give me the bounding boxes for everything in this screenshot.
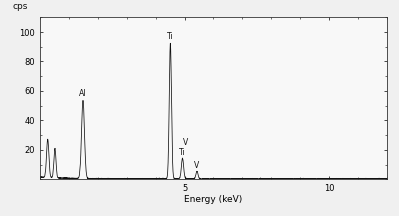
Text: Al: Al [79, 89, 87, 98]
Text: V: V [184, 138, 189, 147]
Text: V: V [194, 161, 200, 170]
Text: Ti: Ti [167, 32, 174, 41]
Text: cps: cps [12, 2, 28, 11]
X-axis label: Energy (keV): Energy (keV) [184, 195, 243, 203]
Text: Ti: Ti [179, 148, 186, 157]
